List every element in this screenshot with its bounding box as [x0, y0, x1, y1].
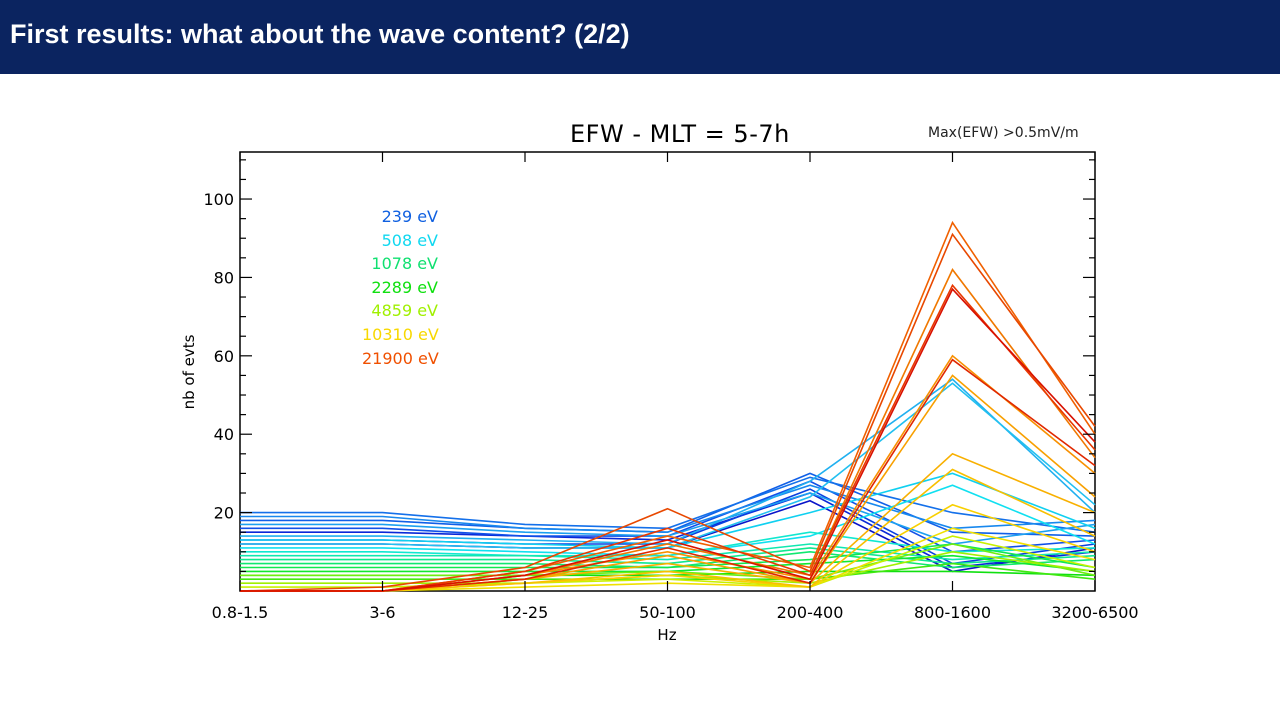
- x-axis-label: Hz: [657, 626, 676, 644]
- y-tick-label: 20: [214, 504, 234, 523]
- series-layer: [239, 220, 1096, 592]
- series-line-4: [240, 472, 1096, 537]
- x-tick-label: 3-6: [369, 603, 395, 622]
- legend-item-2: 1078 eV: [371, 254, 438, 274]
- series-line-9: [240, 382, 1096, 549]
- legend-item-1: 508 eV: [381, 230, 438, 250]
- chart-legend: 239 eV 508 eV 1078 eV 2289 eV 4859 eV 10310 e…: [362, 205, 439, 370]
- y-tick-label: 80: [214, 268, 234, 287]
- x-tick-label: 12-25: [502, 603, 549, 622]
- series-line-13: [240, 543, 1096, 561]
- legend-item-4: 4859 eV: [371, 301, 438, 321]
- series-line-8: [240, 378, 1096, 545]
- y-tick-label: 60: [214, 347, 234, 366]
- x-tick-label: 3200-6500: [1051, 603, 1138, 622]
- series-line-26: [240, 452, 1096, 592]
- y-tick-label: 100: [203, 190, 234, 209]
- ticks-layer: 0.8-1.5 3-6 12-25 50-100 200-400 800-1600 3200…: [203, 152, 1139, 622]
- y-axis-label: nb of evts: [180, 334, 198, 409]
- x-tick-label: 800-1600: [914, 603, 991, 622]
- legend-item-0: 239 eV: [381, 207, 438, 226]
- y-tick-label: 40: [214, 425, 234, 444]
- legend-item-6: 21900 eV: [362, 348, 439, 368]
- slide-title: First results: what about the wave conte…: [10, 19, 630, 49]
- legend-item-5: 10310 eV: [362, 324, 439, 344]
- legend-item-3: 2289 eV: [371, 277, 438, 297]
- chart-annotation: Max(EFW) >0.5mV/m: [928, 125, 1079, 141]
- chart-title: EFW - MLT = 5-7h: [570, 120, 790, 148]
- x-tick-label: 200-400: [777, 603, 844, 622]
- slide-title-bar: First results: what about the wave conte…: [0, 0, 1280, 74]
- x-tick-label: 0.8-1.5: [212, 603, 269, 622]
- series-line-25: [240, 468, 1096, 592]
- x-tick-label: 50-100: [639, 603, 696, 622]
